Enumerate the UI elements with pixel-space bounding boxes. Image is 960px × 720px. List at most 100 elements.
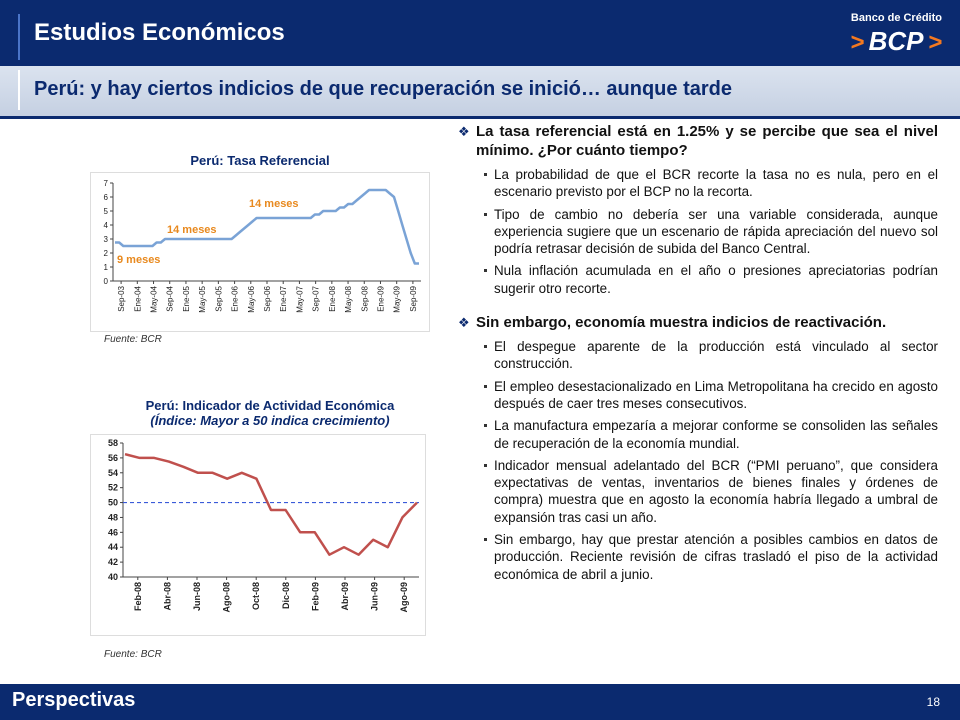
x-tick-label: Ene-09 <box>376 285 385 311</box>
sub-item-text: Sin embargo, hay que prestar atención a … <box>494 532 938 582</box>
chart2-x-axis: Feb-08 Abr-08 Jun-08 Ago-08 Oct-08 Dic-08 Feb-… <box>123 576 419 613</box>
subtitle-accent-line <box>18 70 20 110</box>
x-tick-label: Sep-04 <box>166 285 175 311</box>
chart1-source: Fuente: BCR <box>104 334 162 345</box>
main-bullet-2: ❖ Sin embargo, economía muestra indicios… <box>458 313 938 332</box>
subtitle-separator <box>0 116 960 119</box>
x-tick-label: Jun-08 <box>192 582 202 611</box>
sub-item-text: El despegue aparente de la producción es… <box>494 339 938 372</box>
x-tick-label: Feb-09 <box>310 582 320 611</box>
header-accent-line <box>18 14 20 60</box>
x-tick-label: May-05 <box>198 285 207 312</box>
y-tick-label: 5 <box>104 207 109 216</box>
footer-bar: Perspectivas 18 <box>0 684 960 720</box>
chart2-source: Fuente: BCR <box>104 649 162 660</box>
sub-item: La probabilidad de que el BCR recorte la… <box>484 166 938 201</box>
series-line <box>115 188 419 265</box>
y-tick-label: 4 <box>104 221 109 230</box>
page-number: 18 <box>926 695 940 709</box>
square-bullet-icon <box>484 538 487 542</box>
y-tick-label: 40 <box>108 572 118 582</box>
x-tick-label: Abr-09 <box>340 582 350 611</box>
x-tick-label: Ene-07 <box>279 285 288 311</box>
x-tick-label: Ago-08 <box>222 582 232 613</box>
x-tick-label: Ene-08 <box>328 285 337 311</box>
x-tick-label: Sep-03 <box>117 285 126 311</box>
logo-bank-name: Banco de Crédito <box>850 12 942 24</box>
square-bullet-icon <box>484 212 487 216</box>
y-tick-label: 46 <box>108 527 118 537</box>
chart1-tasa-referencial: 0 1 2 3 4 5 6 7 Sep-03 Ene-04 May-04 Sep-04 Ene-05 M… <box>90 172 430 332</box>
sub-item: Nula inflación acumulada en el año o pre… <box>484 262 938 297</box>
header-bar: Estudios Económicos Banco de Crédito > B… <box>0 0 960 66</box>
sub-item: El empleo desestacionalizado en Lima Met… <box>484 378 938 413</box>
series-line <box>124 452 418 556</box>
x-tick-label: Dic-08 <box>281 582 291 609</box>
y-tick-label: 44 <box>108 542 118 552</box>
sub-list-2: El despegue aparente de la producción es… <box>484 338 938 583</box>
sub-item-text: El empleo desestacionalizado en Lima Met… <box>494 378 938 411</box>
bullet-text-column: ❖ La tasa referencial está en 1.25% y se… <box>458 122 938 593</box>
square-bullet-icon <box>484 384 487 388</box>
x-tick-label: Ene-05 <box>182 285 191 311</box>
y-tick-label: 48 <box>108 512 118 522</box>
chart1-annotation-9-meses: 9 meses <box>117 254 160 266</box>
y-tick-label: 6 <box>104 193 109 202</box>
x-tick-label: Sep-07 <box>312 285 321 311</box>
x-tick-label: May-08 <box>344 285 353 312</box>
y-tick-label: 54 <box>108 468 118 478</box>
chart2-title: Perú: Indicador de Actividad Económica <box>145 398 395 413</box>
subtitle-band <box>0 66 960 116</box>
y-tick-label: 52 <box>108 483 118 493</box>
sub-list-1: La probabilidad de que el BCR recorte la… <box>484 166 938 297</box>
sub-item-text: Tipo de cambio no debería ser una variab… <box>494 206 938 257</box>
bcp-logo: Banco de Crédito > BCP > <box>832 12 942 60</box>
chart2-series <box>124 452 418 556</box>
x-tick-label: May-04 <box>150 285 159 312</box>
chart1-annotation-14-meses-a: 14 meses <box>167 224 217 236</box>
logo-chevron-icon: > <box>850 29 865 56</box>
x-tick-label: Ene-04 <box>133 285 142 311</box>
x-tick-label: May-06 <box>247 285 256 312</box>
x-tick-label: Sep-09 <box>409 285 418 311</box>
square-bullet-icon <box>484 269 487 273</box>
sub-item-text: La manufactura empezaría a mejorar confo… <box>494 418 938 451</box>
chart1-series <box>115 188 419 265</box>
slide-subtitle: Perú: y hay ciertos indicios de que recu… <box>34 78 732 100</box>
sub-item: El despegue aparente de la producción es… <box>484 338 938 373</box>
sub-item: Tipo de cambio no debería ser una variab… <box>484 206 938 258</box>
sub-item-text: Indicador mensual adelantado del BCR (“P… <box>494 457 938 525</box>
x-tick-label: Sep-06 <box>263 285 272 311</box>
main-bullet-2-text: Sin embargo, economía muestra indicios d… <box>476 314 887 332</box>
chart1-annotation-14-meses-b: 14 meses <box>249 198 299 210</box>
diamond-bullet-icon: ❖ <box>458 124 470 139</box>
chart1-y-axis: 0 1 2 3 4 5 6 7 <box>104 179 114 286</box>
chart2-y-axis: 40 42 44 46 48 50 52 54 56 58 <box>108 438 124 582</box>
header-title: Estudios Económicos <box>34 19 285 46</box>
logo-bcp: BCP <box>868 26 924 56</box>
y-tick-label: 2 <box>104 249 109 258</box>
main-bullet-1: ❖ La tasa referencial está en 1.25% y se… <box>458 122 938 160</box>
square-bullet-icon <box>484 173 487 176</box>
footer-section-label: Perspectivas <box>12 689 136 711</box>
main-bullet-1-text: La tasa referencial está en 1.25% y se p… <box>476 123 938 159</box>
sub-item: Indicador mensual adelantado del BCR (“P… <box>484 457 938 526</box>
logo-chevron-right-icon: > <box>927 29 942 56</box>
x-tick-label: Sep-05 <box>214 285 223 311</box>
chart2-subtitle: (Índice: Mayor a 50 indica crecimiento) <box>150 413 390 428</box>
chart2-indicador-actividad: 40 42 44 46 48 50 52 54 56 58 Feb-08 Abr-08 Jun-08 A… <box>90 434 426 636</box>
y-tick-label: 1 <box>104 263 109 272</box>
x-tick-label: Ene-06 <box>231 285 240 311</box>
x-tick-label: Oct-08 <box>251 582 261 610</box>
chart1-title: Perú: Tasa Referencial <box>190 153 330 168</box>
square-bullet-icon <box>484 345 487 349</box>
x-tick-label: May-09 <box>393 285 402 312</box>
square-bullet-icon <box>484 463 487 467</box>
sub-item: La manufactura empezaría a mejorar confo… <box>484 417 938 452</box>
x-tick-label: Feb-08 <box>133 582 143 611</box>
y-tick-label: 7 <box>104 179 109 188</box>
square-bullet-icon <box>484 424 487 428</box>
x-tick-label: Jun-09 <box>370 582 380 611</box>
y-tick-label: 42 <box>108 557 118 567</box>
y-tick-label: 50 <box>108 498 118 508</box>
